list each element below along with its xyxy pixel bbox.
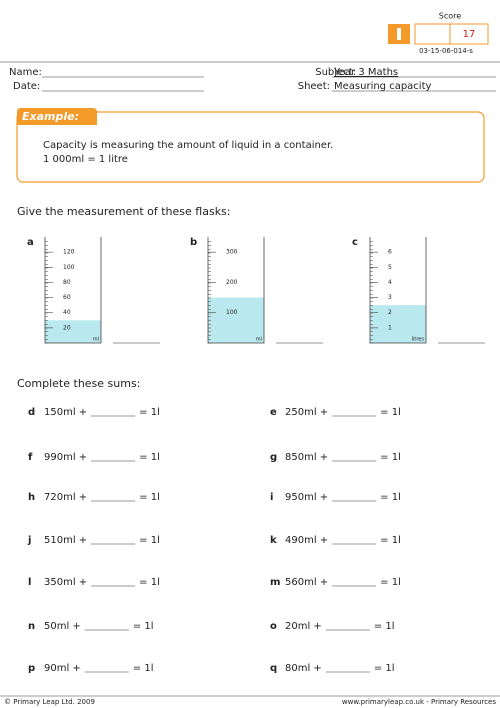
- sum-letter: i: [270, 492, 273, 503]
- sum-start: 250ml +: [285, 407, 328, 418]
- subject-label: Subject:: [315, 67, 356, 78]
- sum-letter: n: [28, 621, 35, 632]
- sheet: Measuring capacity: [334, 81, 432, 92]
- sum-end: = 1l: [139, 492, 160, 503]
- tick-label: 20: [63, 324, 71, 331]
- score-total-box: [449, 23, 489, 45]
- score-box: [414, 23, 451, 45]
- name-label: Name:: [9, 67, 42, 78]
- code: 03-15-06-014-s: [419, 47, 473, 55]
- tick-label: 100: [226, 309, 238, 316]
- tick-label: 60: [63, 294, 71, 301]
- liquid: [370, 305, 426, 343]
- sum-start: 20ml +: [285, 621, 322, 632]
- score: 17: [463, 29, 476, 40]
- sum-end: = 1l: [133, 663, 154, 674]
- tick-label: 6: [388, 249, 392, 256]
- flask-letter: c: [352, 237, 358, 248]
- tick-label: 80: [63, 279, 71, 286]
- flask-letter: b: [190, 237, 197, 248]
- logo-mark: [397, 28, 401, 40]
- example-line: 1 000ml = 1 litre: [43, 154, 128, 165]
- tick-label: 300: [226, 249, 238, 256]
- sum-letter: m: [270, 577, 280, 588]
- tick-label: 1: [388, 324, 392, 331]
- flask-unit: litres: [412, 337, 425, 343]
- sum-letter: j: [27, 535, 31, 546]
- flask-outline: [207, 237, 265, 344]
- sum-start: 80ml +: [285, 663, 322, 674]
- sum-start: 90ml +: [44, 663, 81, 674]
- sheet-label: Sheet:: [298, 81, 330, 92]
- sum-letter: k: [270, 535, 277, 546]
- sum-letter: e: [270, 407, 277, 418]
- sum-start: 150ml +: [44, 407, 87, 418]
- flask-outline: [44, 237, 102, 344]
- sum-letter: o: [270, 621, 277, 632]
- subject: Year 3 Maths: [333, 67, 398, 78]
- example-title: Example:: [22, 110, 79, 123]
- sum-end: = 1l: [380, 535, 401, 546]
- example-tab: [17, 108, 97, 125]
- tick-label: 200: [226, 279, 238, 286]
- sum-letter: g: [270, 452, 277, 463]
- flasks-heading: Give the measurement of these flasks:: [17, 205, 231, 218]
- sum-letter: h: [28, 492, 35, 503]
- sum-end: = 1l: [139, 577, 160, 588]
- sum-end: = 1l: [139, 407, 160, 418]
- sum-letter: d: [28, 407, 35, 418]
- footer-left: © Primary Leap Ltd. 2009: [4, 698, 95, 706]
- sum-end: = 1l: [139, 452, 160, 463]
- tick-label: 4: [388, 279, 392, 286]
- sum-start: 350ml +: [44, 577, 87, 588]
- sum-letter: q: [270, 663, 277, 674]
- sum-start: 50ml +: [44, 621, 81, 632]
- footer-right: www.primaryleap.co.uk - Primary Resource…: [342, 698, 496, 706]
- sum-start: 510ml +: [44, 535, 87, 546]
- sum-start: 720ml +: [44, 492, 87, 503]
- sum-end: = 1l: [380, 577, 401, 588]
- sum-letter: p: [28, 663, 35, 674]
- tick-label: 40: [63, 309, 71, 316]
- sum-end: = 1l: [380, 492, 401, 503]
- sum-end: = 1l: [133, 621, 154, 632]
- sums-heading: Complete these sums:: [17, 377, 140, 390]
- sum-start: 490ml +: [285, 535, 328, 546]
- sum-start: 990ml +: [44, 452, 87, 463]
- tick-label: 100: [63, 264, 75, 271]
- tick-label: 3: [388, 294, 392, 301]
- liquid: [208, 297, 264, 343]
- example-box: [16, 111, 485, 183]
- sum-end: = 1l: [374, 621, 395, 632]
- liquid: [45, 320, 101, 343]
- sum-start: 950ml +: [285, 492, 328, 503]
- tick-label: 120: [63, 249, 75, 256]
- tick-label: 5: [388, 264, 392, 271]
- sum-letter: f: [28, 452, 33, 463]
- flask-unit: ml: [256, 337, 262, 343]
- example-line: Capacity is measuring the amount of liqu…: [43, 140, 333, 151]
- sum-letter: l: [28, 577, 31, 588]
- date-label: Date:: [13, 81, 40, 92]
- sum-start: 560ml +: [285, 577, 328, 588]
- sum-end: = 1l: [139, 535, 160, 546]
- flask-unit: ml: [93, 337, 99, 343]
- tick-label: 2: [388, 309, 392, 316]
- sum-end: = 1l: [380, 452, 401, 463]
- sum-end: = 1l: [374, 663, 395, 674]
- sum-start: 850ml +: [285, 452, 328, 463]
- flask-outline: [369, 237, 427, 344]
- flask-letter: a: [27, 237, 34, 248]
- sum-end: = 1l: [380, 407, 401, 418]
- score-label: Score: [439, 12, 461, 21]
